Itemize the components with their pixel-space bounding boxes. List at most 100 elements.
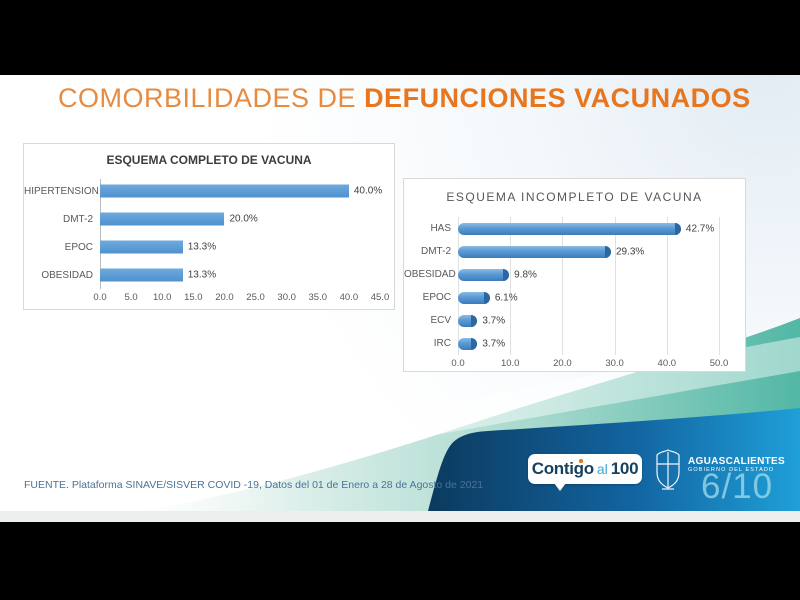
category-label: HIPERTENSION	[24, 185, 99, 197]
x-tick-label: 20.0	[215, 292, 234, 303]
source-note: FUENTE. Plataforma SINAVE/SISVER COVID -…	[24, 479, 484, 491]
y-axis-line	[100, 179, 101, 289]
contigo-logo-text-100: 100	[610, 459, 639, 478]
contigo-logo-text: Contigo	[531, 459, 594, 478]
x-tick-label: 30.0	[277, 292, 296, 303]
chart-row: HIPERTENSION 40.0%	[24, 177, 394, 205]
value-label: 20.0%	[229, 213, 258, 225]
value-label: 6.1%	[494, 292, 518, 303]
bar	[458, 337, 478, 350]
value-label: 13.3%	[187, 241, 217, 253]
category-label: DMT-2	[63, 213, 93, 225]
bar-track: 9.8%	[458, 263, 745, 286]
chart-row: OBESIDAD 13.3%	[24, 261, 394, 289]
speech-bubble-tail	[554, 483, 566, 491]
chart-row: DMT-2 20.0%	[24, 205, 394, 233]
bar-track: 3.7%	[458, 332, 745, 355]
bar-track: 6.1%	[458, 286, 745, 309]
value-label: 40.0%	[353, 185, 383, 197]
chart-x-axis: 0.0 5.0 10.0 15.0 20.0 25.0 30.0 35.0 40.0 45.0	[24, 289, 394, 305]
bar	[458, 222, 681, 235]
slide-title-light: COMORBILIDADES DE	[58, 83, 365, 113]
bar-end-cap	[471, 337, 478, 350]
chart-row: ECV 3.7%	[404, 309, 745, 332]
bar	[458, 291, 490, 304]
x-tick-label: 20.0	[553, 358, 572, 369]
x-tick-label: 25.0	[246, 292, 265, 303]
x-tick-label: 10.0	[152, 292, 172, 303]
page-number: 6/10	[701, 467, 774, 506]
bar	[100, 240, 183, 254]
x-tick-label: 15.0	[184, 292, 203, 303]
contigo-logo-text-al: al	[596, 461, 608, 477]
chart-title: ESQUEMA COMPLETO DE VACUNA	[106, 153, 312, 167]
chart-gridline	[510, 217, 512, 355]
category-label: ECV	[430, 315, 451, 326]
bar-track: 13.3%	[100, 261, 394, 289]
category-label: OBESIDAD	[404, 269, 456, 280]
orange-i-dot	[579, 459, 583, 463]
bar-end-cap	[604, 245, 611, 258]
bar-track: 13.3%	[100, 233, 394, 261]
chart-incomplete-scheme: ESQUEMA INCOMPLETO DE VACUNA HAS 42.7% DMT…	[403, 178, 746, 372]
value-label: 13.3%	[187, 269, 217, 281]
contigo-al-100-logo: Contigo al 100	[528, 454, 642, 491]
category-label: IRC	[433, 338, 451, 349]
chart-gridline	[666, 217, 668, 355]
bar	[458, 245, 611, 258]
slide-title: COMORBILIDADES DE DEFUNCIONES VACUNADOS	[58, 83, 751, 114]
government-subtitle: GOBIERNO DEL ESTADO	[688, 467, 775, 473]
bar-track: 42.7%	[458, 217, 745, 240]
bottom-gray-strip	[0, 511, 800, 522]
letterbox-top	[0, 0, 800, 75]
government-name: AGUASCALIENTES	[688, 456, 785, 467]
value-label: 9.8%	[514, 269, 537, 280]
chart-complete-scheme: ESQUEMA COMPLETO DE VACUNA HIPERTENSION 4…	[23, 143, 395, 310]
presentation-slide: COMORBILIDADES DE DEFUNCIONES VACUNADOS …	[0, 75, 800, 511]
chart-x-axis: 0.0 10.0 20.0 30.0 40.0 50.0	[404, 355, 745, 371]
chart-plot-area: HAS 42.7% DMT-2 29.3% OBESIDAD 9.8% EPOC 6.1% EC…	[404, 217, 745, 355]
chart-gridline	[719, 217, 720, 355]
value-label: 29.3%	[615, 246, 645, 257]
chart-row: OBESIDAD 9.8%	[404, 263, 745, 286]
bar-end-cap	[503, 268, 510, 281]
x-tick-label: 5.0	[124, 292, 138, 303]
chart-row: DMT-2 29.3%	[404, 240, 745, 263]
aguascalientes-wordmark: AGUASCALIENTES GOBIERNO DEL ESTADO	[688, 456, 785, 473]
bar	[100, 212, 225, 226]
bar-end-cap	[483, 291, 490, 304]
x-tick-label: 40.0	[657, 358, 677, 369]
x-tick-label: 35.0	[308, 292, 328, 303]
bar-track: 29.3%	[458, 240, 745, 263]
value-label: 3.7%	[482, 338, 506, 349]
bar	[100, 268, 183, 282]
category-label: OBESIDAD	[41, 269, 93, 281]
x-tick-label: 30.0	[605, 358, 624, 369]
x-tick-label: 40.0	[339, 292, 359, 303]
category-label: HAS	[430, 223, 451, 234]
chart-row: HAS 42.7%	[404, 217, 745, 240]
letterbox-bottom	[0, 522, 800, 600]
bar-end-cap	[471, 314, 478, 327]
category-label: EPOC	[422, 292, 451, 303]
bar-track: 40.0%	[100, 177, 394, 205]
x-tick-label: 0.0	[451, 358, 465, 369]
bar-track: 3.7%	[458, 309, 745, 332]
bar-end-cap	[674, 222, 681, 235]
bar	[458, 268, 510, 281]
chart-gridline	[458, 217, 459, 355]
value-label: 3.7%	[482, 315, 506, 326]
chart-plot-area: HIPERTENSION 40.0% DMT-2 20.0% EPOC 13.3% OBES…	[24, 177, 394, 289]
chart-row: IRC 3.7%	[404, 332, 745, 355]
bar	[458, 314, 478, 327]
chart-title: ESQUEMA INCOMPLETO DE VACUNA	[446, 190, 703, 204]
category-label: DMT-2	[421, 246, 451, 257]
x-tick-label: 45.0	[370, 292, 390, 303]
category-label: EPOC	[64, 241, 93, 253]
value-label: 42.7%	[685, 223, 715, 234]
bar	[100, 184, 349, 198]
x-tick-label: 10.0	[500, 358, 520, 369]
chart-gridline	[562, 217, 564, 355]
aguascalientes-crest-icon	[656, 449, 680, 490]
